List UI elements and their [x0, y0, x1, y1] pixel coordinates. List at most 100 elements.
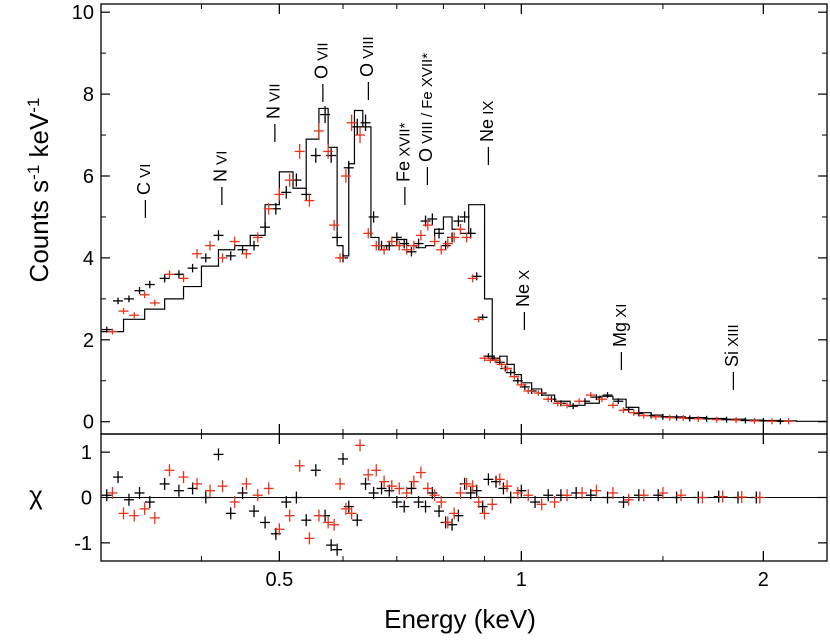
data-point-black [332, 232, 343, 243]
annotation-element: Mg [610, 322, 630, 347]
line-annotation: — N VI [211, 151, 231, 205]
data-point-red [543, 396, 554, 403]
residual-point-red [379, 475, 390, 488]
residual-point-black [144, 496, 155, 509]
line-annotation: — N VII [263, 83, 283, 142]
bottom-y-tick-label: 0 [81, 488, 92, 510]
data-point-black [249, 240, 260, 251]
annotation-ion: VII [266, 83, 283, 106]
top-y-tick-label: 10 [72, 2, 94, 24]
residual-point-red [192, 477, 203, 490]
data-point-red [783, 418, 794, 425]
annotation-label: — Si XIII [722, 324, 742, 390]
annotation-element: Si [722, 351, 742, 367]
residual-point-black [653, 489, 664, 502]
residual-point-red [178, 471, 189, 484]
data-point-black [721, 416, 732, 423]
data-point-red [711, 416, 722, 423]
data-point-black [159, 274, 170, 283]
residual-point-black [260, 516, 271, 529]
residual-point-red [697, 491, 708, 504]
residual-point-black [237, 486, 248, 499]
residual-point-red [549, 496, 560, 509]
line-annotation: — Fe XVII* [394, 122, 414, 205]
data-point-red [129, 312, 140, 319]
data-point-red [371, 240, 382, 251]
residual-point-black [173, 484, 184, 497]
annotation-dash: — [477, 142, 497, 165]
residual-point-red [408, 475, 419, 488]
residual-point-red [487, 498, 498, 511]
data-point-black [740, 417, 751, 424]
residual-point-red [164, 464, 175, 477]
data-point-black [568, 403, 579, 410]
x-tick-label: 0.5 [265, 569, 293, 591]
annotation-label: — Fe XVII* [394, 122, 414, 205]
residual-point-black [413, 496, 424, 509]
residual-point-red [536, 498, 547, 511]
data-point-red [442, 238, 453, 249]
annotation-element: Fe [394, 161, 414, 182]
data-point-red [597, 396, 608, 403]
data-point-black [758, 417, 769, 424]
annotation-dash: — [211, 182, 231, 205]
annotation-dash: — [263, 119, 283, 142]
residual-point-red [363, 468, 374, 481]
data-point-red [415, 230, 426, 241]
line-annotation: — Mg XI [610, 304, 630, 370]
annotation-ion: IX [480, 101, 497, 119]
residual-point-red [129, 509, 140, 522]
data-point-red [533, 390, 544, 397]
residual-point-black [326, 539, 337, 552]
residual-point-black [225, 507, 236, 520]
data-point-red [401, 244, 412, 255]
residual-point-red [386, 480, 397, 493]
annotation-label: — Ne IX [477, 101, 497, 165]
data-point-red [585, 392, 596, 399]
residual-point-red [754, 491, 765, 504]
annotation-dash: — [312, 79, 332, 102]
residual-point-red [323, 516, 334, 529]
data-point-black [200, 253, 211, 263]
residual-point-red [371, 464, 382, 477]
data-point-red [386, 236, 397, 247]
data-point-black [360, 114, 371, 131]
data-point-black [368, 211, 379, 223]
annotation-label: — O VIII [357, 36, 377, 100]
data-point-red [205, 240, 216, 251]
annotation-dash: — [513, 307, 533, 330]
top-y-tick-label: 0 [83, 412, 94, 434]
data-point-red [638, 412, 649, 419]
data-point-black [453, 215, 464, 227]
residual-point-red [422, 482, 433, 495]
residual-point-black [159, 477, 170, 490]
residual-point-red [394, 482, 405, 495]
data-point-red [461, 232, 472, 243]
data-point-black [113, 297, 124, 305]
data-point-black [434, 228, 445, 239]
data-point-black [399, 238, 410, 249]
data-point-black [260, 221, 271, 233]
data-point-red [192, 249, 203, 259]
top-y-tick-label: 4 [83, 248, 94, 270]
residual-point-red [449, 507, 460, 520]
residual-point-black [483, 473, 494, 486]
data-point-black [343, 160, 354, 175]
residual-point-red [335, 477, 346, 490]
residual-point-red [429, 489, 440, 502]
data-point-red [394, 240, 405, 251]
data-point-red [241, 249, 252, 259]
residual-point-red [717, 490, 728, 503]
data-point-red [523, 388, 534, 394]
annotation-ion: VIII [360, 36, 377, 63]
annotation-element: N [263, 106, 283, 119]
annotation-element: Ne [477, 119, 497, 142]
residual-point-red [638, 489, 649, 502]
residual-point-black [505, 491, 516, 504]
ylabel-mid: keV [24, 112, 54, 165]
annotation-element: N [211, 169, 231, 182]
residual-point-black [376, 482, 387, 495]
x-ticks: 0.5 1 2 [100, 4, 769, 591]
residual-point-red [263, 482, 274, 495]
residual-point-black [602, 491, 613, 504]
